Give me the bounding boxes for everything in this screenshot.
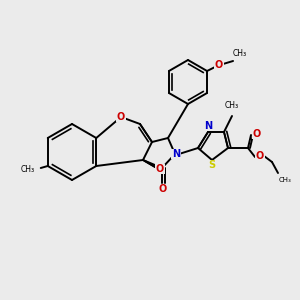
Text: O: O xyxy=(117,112,125,122)
Text: O: O xyxy=(215,60,223,70)
Text: N: N xyxy=(172,149,180,159)
Text: O: O xyxy=(159,184,167,194)
Text: O: O xyxy=(253,129,261,139)
Text: CH₃: CH₃ xyxy=(233,49,247,58)
Text: O: O xyxy=(256,151,264,161)
Text: CH₃: CH₃ xyxy=(21,164,35,173)
Text: CH₃: CH₃ xyxy=(279,177,292,183)
Text: S: S xyxy=(208,160,216,170)
Text: N: N xyxy=(204,121,212,131)
Text: O: O xyxy=(156,164,164,174)
Text: CH₃: CH₃ xyxy=(225,101,239,110)
